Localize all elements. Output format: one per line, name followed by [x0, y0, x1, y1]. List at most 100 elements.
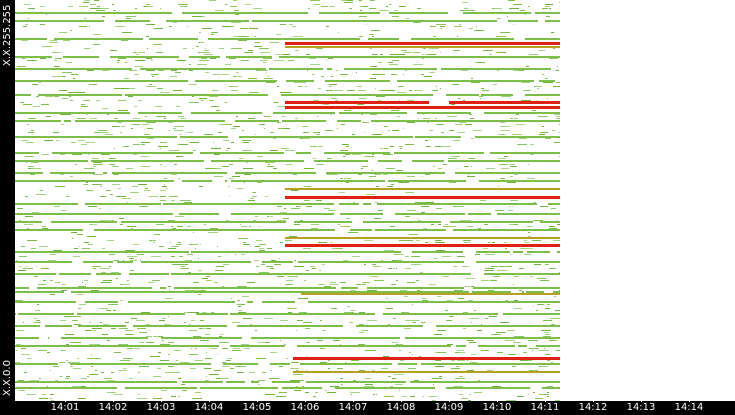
- noise-cell: [529, 348, 539, 349]
- noise-cell: [54, 206, 60, 207]
- noise-cell: [418, 220, 421, 221]
- noise-cell: [499, 164, 508, 165]
- noise-cell: [512, 134, 522, 135]
- noise-cell: [55, 282, 60, 283]
- noise-cell: [125, 62, 127, 63]
- steady-row-gap: [235, 301, 245, 303]
- noise-cell: [286, 358, 288, 359]
- noise-cell: [21, 348, 26, 349]
- noise-cell: [100, 196, 106, 197]
- noise-cell: [259, 226, 260, 227]
- noise-cell: [15, 300, 23, 301]
- steady-row-gap: [185, 313, 196, 315]
- noise-cell: [89, 344, 95, 345]
- steady-row-gap: [466, 345, 478, 347]
- noise-cell: [222, 286, 224, 287]
- noise-cell: [440, 240, 442, 241]
- noise-cell: [411, 264, 421, 265]
- noise-cell: [512, 206, 513, 207]
- noise-cell: [494, 8, 502, 9]
- noise-cell: [47, 352, 50, 353]
- noise-cell: [414, 380, 419, 381]
- noise-cell: [121, 198, 131, 199]
- steady-row-gap: [72, 261, 83, 263]
- x-tick-mark: [65, 399, 66, 402]
- noise-cell: [510, 118, 513, 119]
- noise-cell: [457, 36, 458, 37]
- noise-cell: [199, 60, 209, 61]
- noise-cell: [160, 148, 161, 149]
- noise-cell: [151, 74, 159, 75]
- noise-cell: [464, 166, 469, 167]
- steady-row-gap: [42, 221, 51, 223]
- noise-cell: [152, 280, 160, 281]
- noise-cell: [184, 202, 192, 203]
- noise-cell: [550, 318, 560, 319]
- noise-cell: [428, 54, 436, 55]
- x-tick-mark: [209, 399, 210, 402]
- steady-row-gap: [371, 203, 377, 205]
- noise-cell: [440, 52, 441, 53]
- noise-cell: [79, 304, 86, 305]
- noise-cell: [257, 182, 262, 183]
- noise-cell: [177, 60, 186, 61]
- noise-cell: [107, 114, 109, 115]
- noise-cell: [416, 240, 420, 241]
- noise-cell: [530, 276, 533, 277]
- noise-cell: [16, 350, 17, 351]
- noise-cell: [196, 46, 199, 47]
- noise-cell: [340, 150, 348, 151]
- noise-cell: [409, 234, 418, 235]
- noise-cell: [436, 208, 442, 209]
- noise-cell: [204, 50, 209, 51]
- noise-cell: [476, 26, 477, 27]
- noise-cell: [131, 128, 133, 129]
- noise-cell: [119, 88, 129, 89]
- noise-cell: [439, 376, 442, 377]
- noise-cell: [469, 114, 472, 115]
- noise-cell: [219, 336, 222, 337]
- steady-row-gap: [335, 229, 343, 231]
- noise-cell: [150, 356, 160, 357]
- noise-cell: [22, 58, 25, 59]
- noise-cell: [195, 360, 203, 361]
- noise-cell: [244, 348, 249, 349]
- noise-cell: [446, 320, 452, 321]
- noise-cell: [114, 88, 121, 89]
- noise-cell: [87, 376, 89, 377]
- noise-cell: [62, 284, 66, 285]
- noise-cell: [429, 396, 435, 397]
- noise-cell: [39, 398, 48, 399]
- noise-cell: [42, 226, 46, 227]
- noise-cell: [542, 8, 548, 9]
- noise-cell: [369, 34, 374, 35]
- noise-cell: [392, 342, 398, 343]
- steady-row-gap: [537, 203, 548, 205]
- noise-cell: [362, 122, 369, 123]
- noise-cell: [191, 348, 192, 349]
- noise-cell: [37, 304, 39, 305]
- noise-cell: [195, 392, 201, 393]
- noise-cell: [125, 322, 129, 323]
- noise-cell: [310, 266, 315, 267]
- steady-row-gap: [437, 68, 441, 70]
- steady-row-gap: [249, 20, 252, 22]
- noise-cell: [101, 8, 109, 9]
- noise-cell: [133, 118, 140, 119]
- noise-cell: [294, 260, 296, 261]
- noise-cell: [543, 82, 553, 83]
- noise-cell: [158, 70, 164, 71]
- noise-cell: [406, 18, 409, 19]
- noise-cell: [243, 366, 246, 367]
- noise-cell: [36, 96, 39, 97]
- noise-cell: [421, 212, 425, 213]
- noise-cell: [254, 36, 256, 37]
- noise-cell: [293, 174, 297, 175]
- noise-cell: [433, 166, 435, 167]
- noise-cell: [161, 390, 167, 391]
- noise-cell: [145, 188, 148, 189]
- steady-row-gap: [174, 180, 182, 182]
- x-tick-label: 14:10: [482, 402, 512, 413]
- noise-cell: [396, 260, 402, 261]
- noise-cell: [537, 278, 546, 279]
